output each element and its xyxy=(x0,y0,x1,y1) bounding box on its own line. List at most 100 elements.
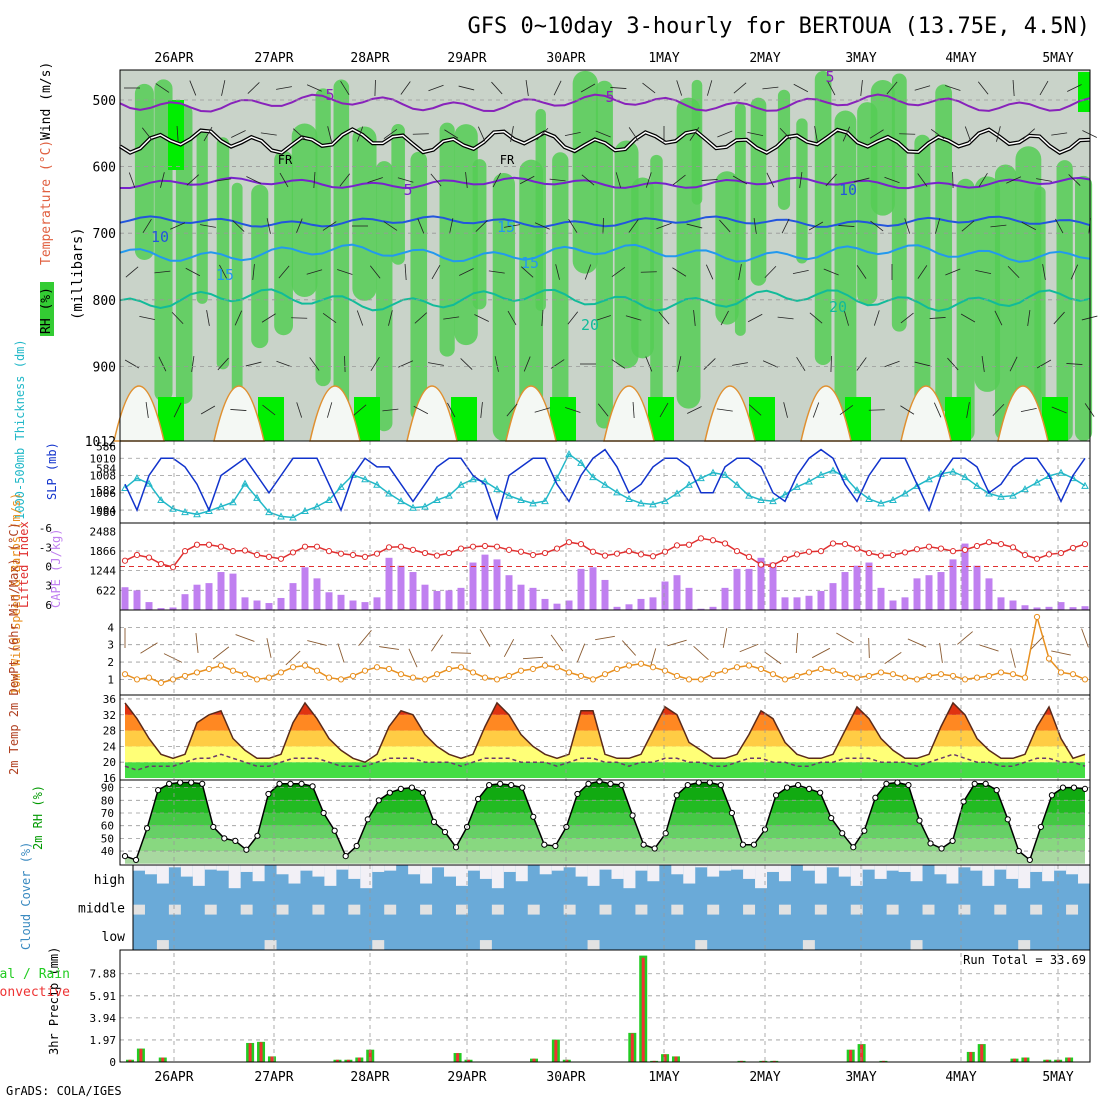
cape-bar xyxy=(745,568,753,610)
wind10-speed-point xyxy=(265,674,273,681)
lifted-index-point xyxy=(217,543,225,550)
rh2m-point xyxy=(651,845,658,852)
cloud-gap-middle xyxy=(527,904,540,915)
lifted-index-point xyxy=(865,549,873,557)
wind10-speed-point xyxy=(145,674,153,681)
wind-barb xyxy=(474,314,489,322)
wind10-speed-point xyxy=(289,664,297,671)
cloud-gap-low xyxy=(802,940,815,950)
wind-barb xyxy=(914,85,931,91)
cape-bar xyxy=(277,597,285,610)
wind10-barb xyxy=(408,648,418,668)
cloud-gap-high xyxy=(348,865,361,879)
date-label-top: 5MAY xyxy=(1042,51,1073,66)
wind10-speed-point xyxy=(277,669,285,676)
precip-conv-bar xyxy=(663,1054,667,1062)
lifted-tick-label: -3 xyxy=(39,541,52,554)
wind10-speed-point xyxy=(877,669,885,676)
dry-pocket xyxy=(213,385,265,442)
wind-barb xyxy=(917,265,928,279)
thickness-point xyxy=(133,474,141,482)
cape-bar xyxy=(145,602,153,610)
wind-barb xyxy=(884,360,900,368)
cloud-gap-high xyxy=(874,865,887,879)
rh2m-point xyxy=(596,778,603,785)
rh2m-line xyxy=(124,780,1086,862)
wind10-speed-point xyxy=(865,672,873,680)
precip-conv-bar xyxy=(1023,1057,1027,1062)
cloud-gap-high xyxy=(767,865,779,872)
wind-barb xyxy=(142,219,152,233)
precip-total-label: Total / Rain xyxy=(0,967,70,982)
wind-barb xyxy=(428,84,444,92)
wind10-speed-point xyxy=(889,671,897,678)
wind10-barb xyxy=(907,638,927,648)
wind10-speed-point xyxy=(349,672,357,680)
lifted-index-point xyxy=(697,535,705,542)
wind-barb xyxy=(170,222,186,230)
lifted-index-point xyxy=(637,551,645,558)
thickness-point xyxy=(1021,485,1029,493)
slp-tick-label: 1006 xyxy=(90,487,117,500)
wind-barb xyxy=(1066,363,1083,365)
rh-moist-column xyxy=(454,124,478,346)
thickness-point xyxy=(985,489,993,497)
rh2m-point xyxy=(397,785,404,792)
lifted-index-point xyxy=(565,539,573,546)
cape-bar xyxy=(265,603,273,610)
lifted-index-point xyxy=(433,552,441,559)
cloud-gap-middle xyxy=(276,904,289,915)
wind10-speed-point xyxy=(157,679,165,686)
cloud-gap-middle xyxy=(420,904,433,915)
thickness-point xyxy=(529,499,537,507)
wind-barb xyxy=(584,264,592,280)
wind10-barb xyxy=(1051,650,1071,656)
cloud-gap-low xyxy=(695,940,708,950)
wind10-speed-point xyxy=(685,676,693,683)
wind-barb xyxy=(978,173,988,187)
cloud-gap-middle xyxy=(850,904,863,915)
wind-barb xyxy=(781,218,790,234)
wind-barb xyxy=(720,310,729,326)
wind-barb xyxy=(812,402,820,418)
thickness-point xyxy=(181,508,189,516)
rh2m-point xyxy=(320,809,327,817)
wind10-speed-point xyxy=(409,674,417,681)
wind10-barb xyxy=(235,634,255,642)
wind-barb xyxy=(964,126,972,142)
wind10-speed-point xyxy=(493,676,501,683)
wind-barb xyxy=(295,218,303,234)
wind-barb xyxy=(507,310,517,326)
lifted-index-point xyxy=(277,555,285,562)
slp-tick-label: 1010 xyxy=(90,452,117,465)
cape-bar xyxy=(337,594,345,610)
cape-bar xyxy=(1069,607,1077,610)
wind-barb xyxy=(260,132,277,136)
cloud-gap-high xyxy=(180,865,193,877)
rh2m-point xyxy=(342,853,349,860)
rh2m-point xyxy=(1059,784,1067,791)
temp-band xyxy=(125,762,1085,779)
wind-barb xyxy=(353,404,367,416)
thickness-point xyxy=(445,491,453,499)
rh2m-point xyxy=(850,844,857,851)
wind-barb xyxy=(900,312,914,324)
wind-barb xyxy=(981,356,985,372)
lifted-index-point xyxy=(625,548,633,555)
temp-tick-label: 36 xyxy=(103,693,116,706)
cape-bar xyxy=(721,587,729,610)
wind-barb xyxy=(842,126,851,142)
thickness-point xyxy=(337,482,345,490)
cloud-gap-high xyxy=(168,865,181,868)
wind-barb xyxy=(279,172,289,188)
wind-barb xyxy=(506,403,518,417)
pressure-tick-label: 500 xyxy=(93,94,116,109)
cloud-gap-high xyxy=(420,865,433,884)
lifted-index-point xyxy=(349,551,357,559)
wind10-speed-point xyxy=(385,665,393,673)
cloud-gap-low xyxy=(264,940,277,950)
wind-barb xyxy=(917,173,928,187)
wind10-speed-point xyxy=(121,671,129,678)
wind-barb xyxy=(340,81,350,95)
